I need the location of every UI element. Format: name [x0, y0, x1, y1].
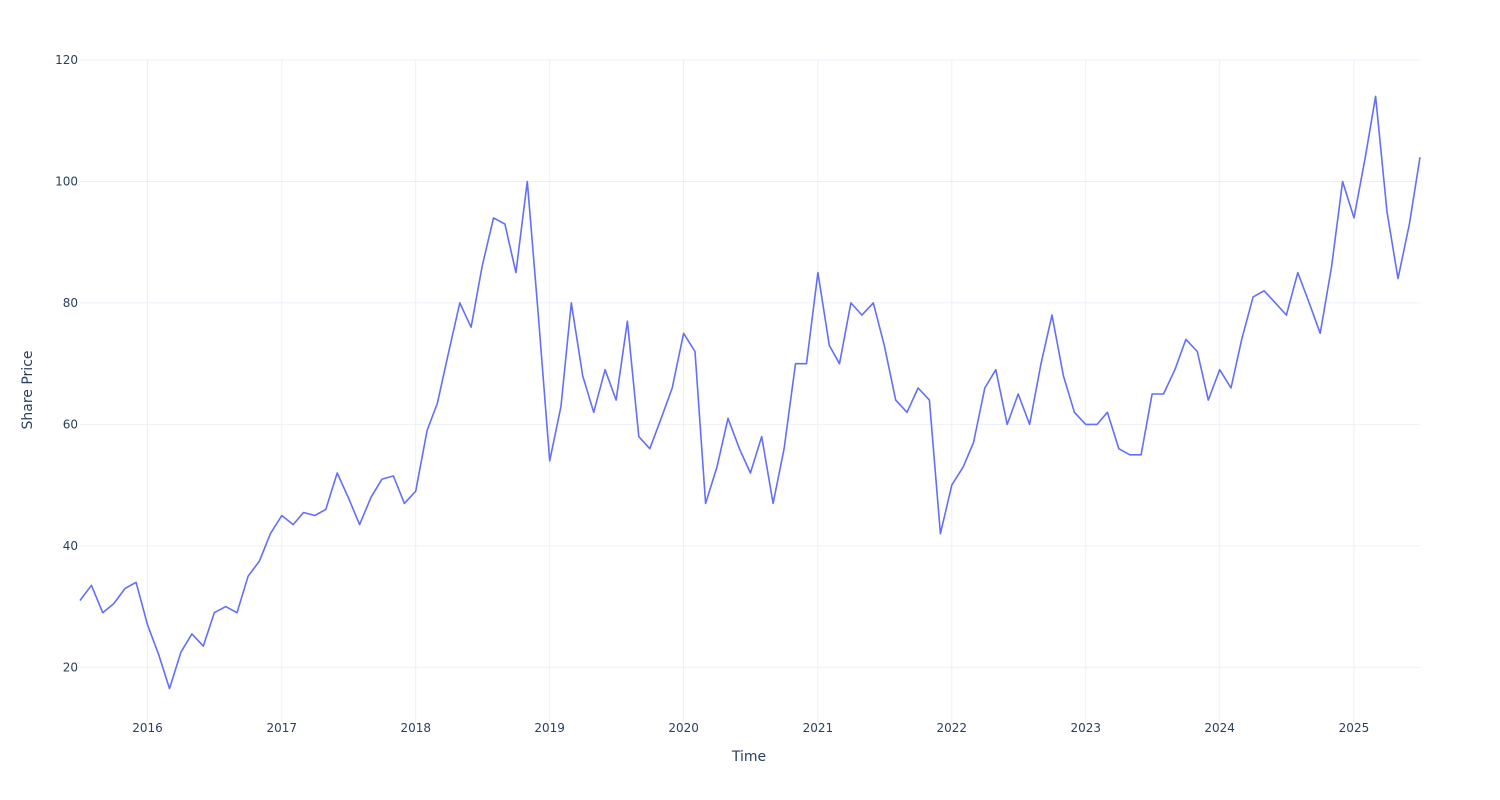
- x-tick-label: 2022: [937, 721, 968, 735]
- x-tick-label: 2016: [132, 721, 163, 735]
- y-axis-title: Share Price: [20, 350, 36, 429]
- x-axis-tick-labels: 2016 2017 2018 2019 2020 2021 2022 2023 2024 2025: [132, 721, 1369, 735]
- x-tick-label: 2021: [803, 721, 834, 735]
- x-tick-label: 2018: [400, 721, 431, 735]
- y-axis-tick-labels: 20 40 60 80 100 120: [55, 53, 78, 674]
- y-tick-label: 40: [63, 539, 78, 553]
- x-tick-label: 2023: [1070, 721, 1101, 735]
- x-tick-label: 2020: [668, 721, 699, 735]
- share-price-line: [79, 95, 1421, 690]
- y-tick-label: 60: [63, 417, 78, 431]
- x-tick-label: 2017: [267, 721, 298, 735]
- x-tick-label: 2019: [534, 721, 565, 735]
- y-tick-label: 120: [55, 53, 78, 67]
- series-layer: [79, 95, 1421, 690]
- y-tick-label: 100: [55, 174, 78, 188]
- x-tick-label: 2025: [1339, 721, 1370, 735]
- x-tick-label: 2024: [1204, 721, 1235, 735]
- x-axis-title: Time: [731, 749, 766, 765]
- y-tick-label: 80: [63, 296, 78, 310]
- grid-lines: [80, 59, 1420, 722]
- y-tick-label: 20: [63, 660, 78, 674]
